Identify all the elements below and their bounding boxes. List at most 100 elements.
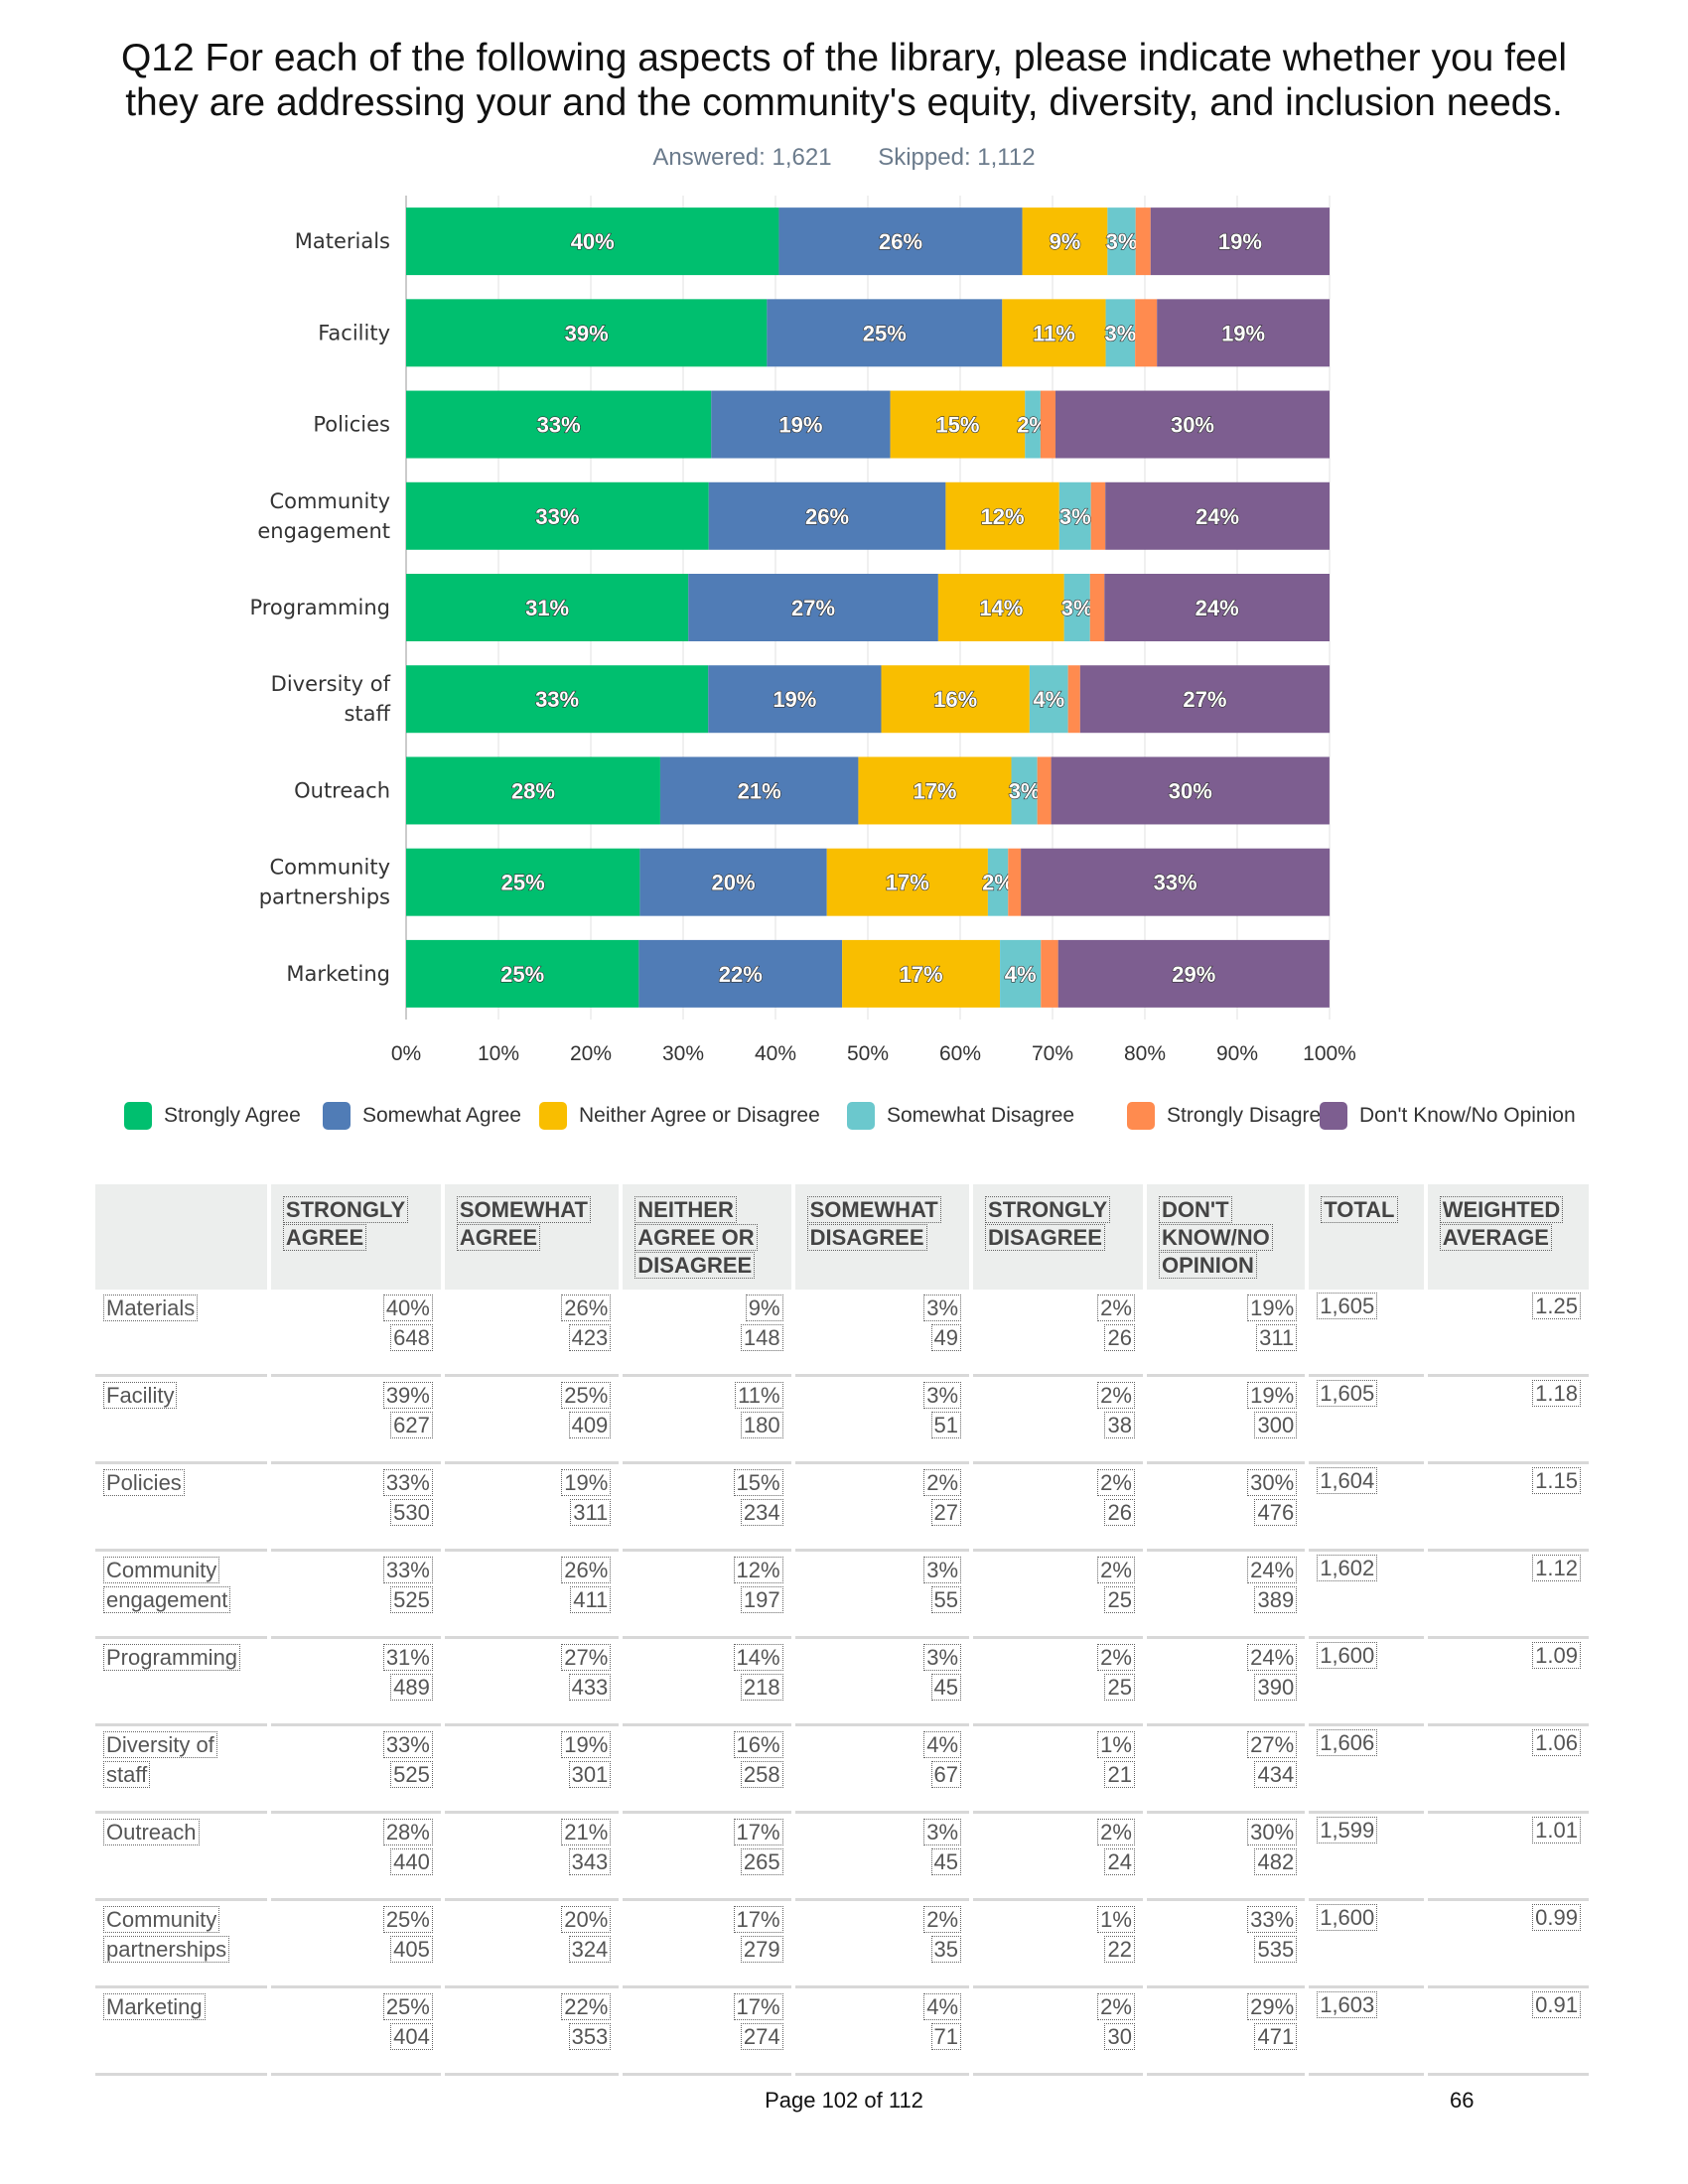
table-cell: 3% 49 (794, 1290, 970, 1377)
row-weighted-average: 1.01 (1427, 1814, 1589, 1901)
bar-segment (767, 299, 1003, 367)
bar-segment (659, 756, 859, 825)
bar-data-label: 25% (500, 962, 544, 987)
x-tick-label: 70% (1032, 1042, 1073, 1065)
table-row: Policies 33% 530 19% 311 15% 234 2% 27 2% 26 30% 476… (95, 1464, 1589, 1552)
table-cell: 26% 423 (444, 1290, 620, 1377)
bar-segment (1089, 574, 1105, 641)
row-weighted-average: 0.99 (1427, 1901, 1589, 1988)
bar-data-label: 11% (1033, 321, 1075, 345)
bar-segment (711, 390, 891, 459)
bar-data-label: 3% (1009, 778, 1041, 803)
row-total: 1,602 (1309, 1552, 1424, 1639)
bar-segment (842, 939, 1001, 1008)
bar-data-label: 19% (778, 413, 822, 438)
table-cell: 2% 25 (973, 1552, 1143, 1639)
table-cell: 25% 404 (270, 1988, 441, 2076)
bar-data-label: 17% (900, 962, 943, 987)
bar-segment (826, 848, 988, 916)
table-column-header: SOMEWHAT DISAGREE (794, 1184, 970, 1290)
table-cell: 17% 279 (623, 1901, 791, 1988)
category-label: Marketing (286, 962, 390, 986)
table-cell: 17% 265 (623, 1814, 791, 1901)
category-label: Policies (313, 413, 390, 437)
bar-data-label: 12% (981, 504, 1025, 529)
bar-segment (987, 848, 1009, 916)
bar-data-label: 33% (1154, 871, 1197, 895)
table-cell: 1% 21 (973, 1726, 1143, 1814)
table-cell: 30% 476 (1146, 1464, 1306, 1552)
bar-data-label: 24% (1196, 596, 1239, 620)
bar-segment (1105, 299, 1136, 367)
legend-item: Somewhat Agree (323, 1102, 521, 1130)
bar-data-label: 27% (791, 596, 835, 620)
question-title-line-1: Q12 For each of the following aspects of… (120, 37, 1568, 79)
table-row: Community partnerships 25% 405 20% 324 17% 279 2… (95, 1901, 1589, 1988)
bar-segment (406, 665, 709, 734)
bar-data-label: 25% (863, 321, 907, 345)
table-cell: 4% 67 (794, 1726, 970, 1814)
table-column-header: STRONGLY AGREE (270, 1184, 441, 1290)
bar-data-label: 9% (1050, 229, 1081, 254)
table-cell: 22% 353 (444, 1988, 620, 2076)
table-cell: 2% 30 (973, 1988, 1143, 2076)
bar-data-label: 14% (979, 596, 1023, 620)
legend-swatch (539, 1102, 567, 1130)
x-tick-label: 10% (478, 1042, 519, 1065)
table-cell: 24% 390 (1146, 1639, 1306, 1726)
bar-data-label: 17% (886, 871, 929, 895)
table-cell: 2% 25 (973, 1639, 1143, 1726)
row-total: 1,604 (1309, 1464, 1424, 1552)
bar-data-label: 17% (913, 778, 956, 803)
bar-segment (688, 574, 938, 641)
row-weighted-average: 1.18 (1427, 1377, 1589, 1464)
bar-data-label: 30% (1171, 413, 1214, 438)
bar-data-label: 40% (571, 229, 615, 254)
row-total: 1,605 (1309, 1377, 1424, 1464)
bar-data-label: 25% (501, 871, 545, 895)
row-total: 1,605 (1309, 1290, 1424, 1377)
bar-data-label: 19% (773, 687, 816, 712)
row-weighted-average: 1.15 (1427, 1464, 1589, 1552)
bar-data-label: 19% (1221, 321, 1265, 345)
table-row: Facility 39% 627 25% 409 11% 180 3% 51 2% 38 19% 300… (95, 1377, 1589, 1464)
bar-segment (1090, 481, 1106, 550)
table-row: Diversity of staff 33% 525 19% 301 16% 258 4% 67 1… (95, 1726, 1589, 1814)
bar-segment (1022, 207, 1108, 276)
bar-segment (639, 848, 827, 916)
bar-segment (1041, 939, 1058, 1008)
bar-data-label: 24% (1196, 504, 1239, 529)
bar-segment (1021, 848, 1331, 916)
x-tick-label: 40% (755, 1042, 796, 1065)
bar-segment (1051, 756, 1330, 825)
bar-data-label: 15% (935, 413, 979, 438)
row-total: 1,600 (1309, 1901, 1424, 1988)
table-column-header: NEITHER AGREE OR DISAGREE (623, 1184, 791, 1290)
row-label: Marketing (95, 1988, 267, 2076)
bar-segment (937, 574, 1064, 641)
table-row: Materials 40% 648 26% 423 9% 148 3% 49 2% 26 19% 311… (95, 1290, 1589, 1377)
bar-segment (1107, 207, 1136, 276)
category-label: Community partnerships (259, 856, 390, 909)
legend-label: Somewhat Disagree (887, 1104, 1075, 1127)
table-cell: 27% 433 (444, 1639, 620, 1726)
bar-data-label: 3% (1059, 504, 1091, 529)
bar-segment (1067, 665, 1080, 734)
question-title: Q12 For each of the following aspects of… (99, 36, 1589, 125)
bar-segment (1079, 665, 1331, 734)
bar-segment (1104, 574, 1330, 641)
x-tick-label: 0% (391, 1042, 421, 1065)
legend-label: Strongly Disagree (1167, 1104, 1333, 1127)
bar-segment (1029, 665, 1068, 734)
bar-segment (406, 848, 640, 916)
bar-data-label: 33% (537, 413, 581, 438)
legend-swatch (847, 1102, 875, 1130)
table-cell: 3% 45 (794, 1814, 970, 1901)
table-column-header: WEIGHTED AVERAGE (1427, 1184, 1589, 1290)
table-cell: 14% 218 (623, 1639, 791, 1726)
table-row: Marketing 25% 404 22% 353 17% 274 4% 71 2% 30 29% 47… (95, 1988, 1589, 2076)
table-cell: 25% 409 (444, 1377, 620, 1464)
legend-swatch (1127, 1102, 1155, 1130)
legend-label: Neither Agree or Disagree (579, 1104, 820, 1127)
bar-data-label: 22% (719, 962, 763, 987)
